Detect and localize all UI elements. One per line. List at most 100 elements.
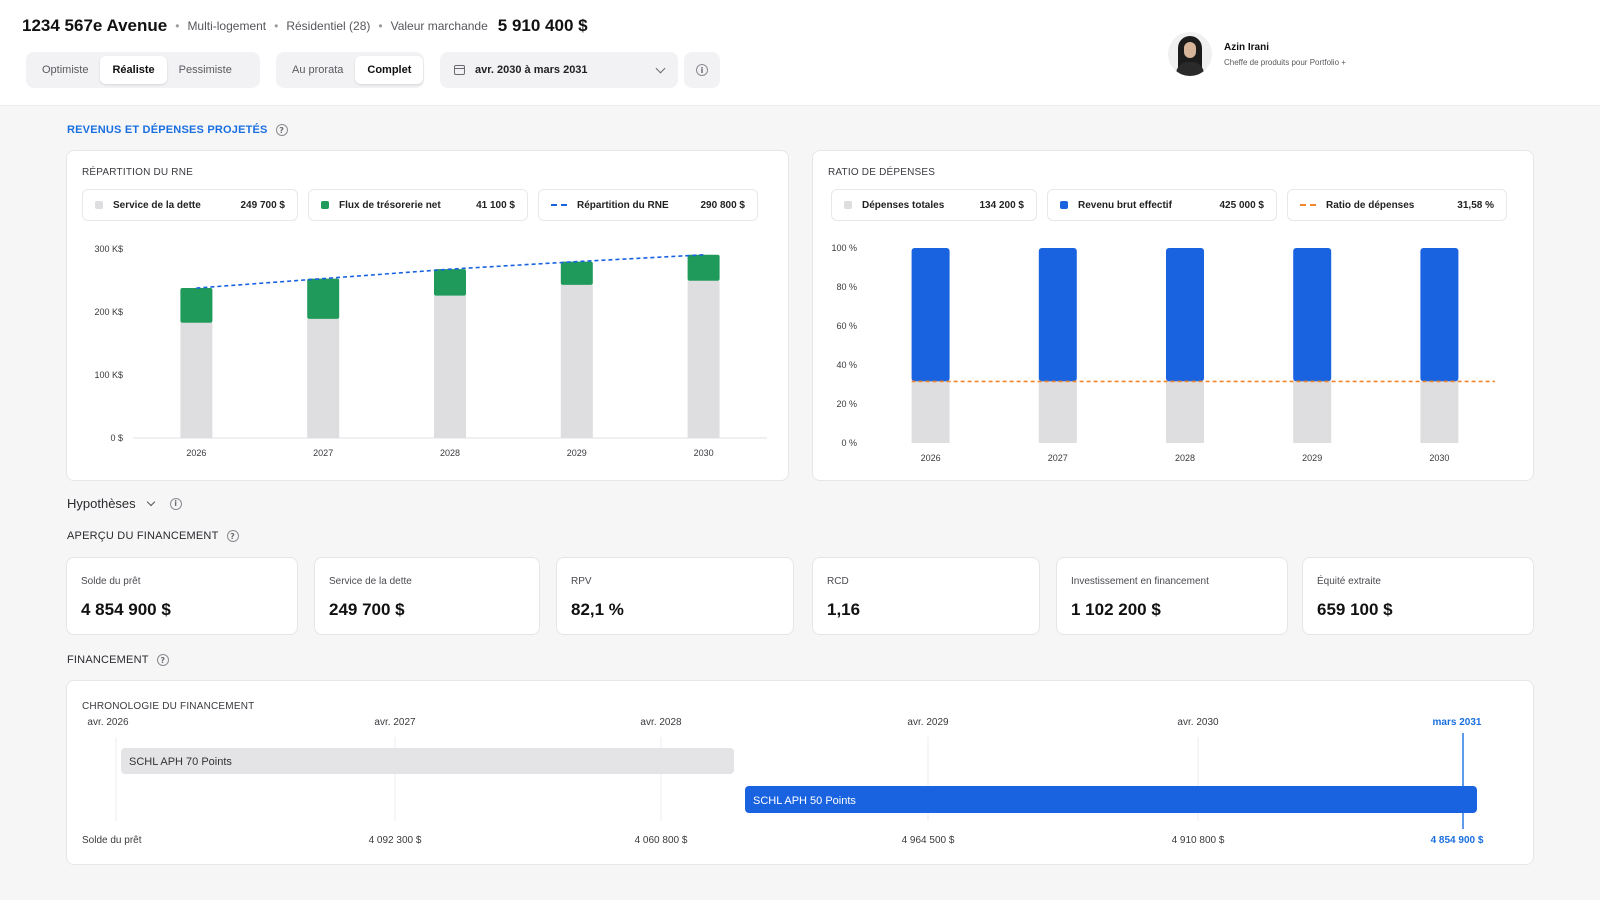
bar-revenu-brut — [1166, 248, 1204, 382]
market-value: 5 910 400 $ — [497, 16, 588, 35]
section-apercu: APERÇU DU FINANCEMENT ? — [67, 530, 239, 542]
timeline-date-label: avr. 2027 — [374, 717, 416, 728]
loan-balance-value: 4 910 800 $ — [1172, 835, 1225, 846]
y-tick-label: 60 % — [836, 321, 857, 331]
x-tick-label: 2029 — [567, 448, 587, 458]
timeline-title: CHRONOLOGIE DU FINANCEMENT — [82, 701, 255, 712]
legend-swatch — [1060, 201, 1068, 209]
info-icon[interactable]: ? — [156, 654, 169, 666]
separator-dot: • — [378, 19, 383, 33]
timeline-date-label: avr. 2026 — [87, 717, 129, 728]
property-type: Multi-logement — [187, 19, 267, 33]
timeline-date-label: avr. 2030 — [1177, 717, 1219, 728]
expense-ratio-chart-svg: 0 % 20 % 40 % 60 % 80 % 100 % 2026 2027 2028 2029… — [831, 243, 1495, 463]
loan-balance-value: 4 092 300 $ — [369, 835, 422, 846]
kpi-value: 249 700 $ — [329, 600, 405, 619]
legend-ratio-depenses[interactable]: Ratio de dépenses 31,58 % — [1287, 189, 1507, 221]
hypotheses-label: Hypothèses — [67, 496, 136, 511]
section-revenus-title: REVENUS ET DÉPENSES PROJETÉS — [67, 124, 268, 136]
legend-dash — [551, 204, 567, 206]
kpi-rpv: RPV 82,1 % — [556, 557, 794, 635]
user-profile[interactable]: Azin Irani Cheffe de produits pour Portf… — [1168, 32, 1346, 76]
legend-flux-tresorerie[interactable]: Flux de trésorerie net 41 100 $ — [308, 189, 528, 221]
info-button[interactable]: i — [684, 52, 720, 88]
date-range-value: avr. 2030 à mars 2031 — [475, 64, 588, 76]
bar-depenses-totales — [1166, 381, 1204, 443]
section-apercu-title: APERÇU DU FINANCEMENT — [67, 530, 219, 542]
tab-au-prorata[interactable]: Au prorata — [292, 64, 344, 76]
x-tick-label: 2030 — [1429, 453, 1449, 463]
bar-service-dette — [180, 322, 213, 438]
financing-timeline-svg: avr. 2026 avr. 2027 avr. 2028 avr. 2029 avr.… — [82, 717, 1484, 846]
tab-realiste[interactable]: Réaliste — [100, 56, 167, 84]
top-bar: 1234 567e Avenue • Multi-logement • Rési… — [0, 0, 1600, 106]
property-header: 1234 567e Avenue • Multi-logement • Rési… — [22, 16, 588, 36]
y-tick-label: 200 K$ — [94, 307, 123, 317]
legend-dash — [1300, 204, 1316, 206]
y-tick-label: 40 % — [836, 360, 857, 370]
x-tick-label: 2029 — [1302, 453, 1322, 463]
x-tick-label: 2028 — [1175, 453, 1195, 463]
loan-balance-label: Solde du prêt — [82, 835, 142, 846]
date-range-picker[interactable]: avr. 2030 à mars 2031 — [440, 52, 678, 88]
kpi-value: 1,16 — [827, 600, 861, 619]
kpi-solde-pret: Solde du prêt 4 854 900 $ — [66, 557, 298, 635]
bar-flux-tresorerie — [434, 269, 466, 296]
legend-value: 249 700 $ — [240, 199, 286, 211]
bar-revenu-brut — [1038, 248, 1077, 382]
y-tick-label: 0 $ — [110, 433, 123, 443]
legend-repartition-rne[interactable]: Répartition du RNE 290 800 $ — [538, 189, 758, 221]
bar-service-dette — [560, 284, 593, 438]
kpi-label: Service de la dette — [329, 576, 412, 587]
kpi-value: 4 854 900 $ — [81, 600, 171, 619]
property-title: 1234 567e Avenue — [22, 16, 168, 35]
y-tick-label: 0 % — [841, 438, 857, 448]
rne-chart-svg: 0 $ 100 K$ 200 K$ 300 K$ 2026 2027 2028 2029 203… — [94, 244, 767, 458]
legend-label: Dépenses totales — [862, 199, 945, 211]
line-repartition-rne — [196, 253, 704, 289]
separator-dot: • — [274, 19, 279, 33]
tab-optimiste[interactable]: Optimiste — [42, 64, 89, 76]
section-financement: FINANCEMENT ? — [67, 654, 169, 666]
kpi-value: 659 100 $ — [1317, 600, 1393, 619]
bar-depenses-totales — [911, 381, 950, 443]
financing-bar-label: SCHL APH 70 Points — [129, 756, 232, 768]
section-financement-title: FINANCEMENT — [67, 654, 149, 666]
kpi-investissement: Investissement en financement 1 102 200 … — [1056, 557, 1288, 635]
legend-revenu-brut[interactable]: Revenu brut effectif 425 000 $ — [1047, 189, 1277, 221]
financing-bar-schl-50 — [745, 786, 1477, 813]
info-icon[interactable]: ? — [226, 530, 239, 542]
timeline-date-label: avr. 2029 — [907, 717, 949, 728]
hypotheses-toggle[interactable]: Hypothèses i — [67, 496, 182, 511]
user-name: Azin Irani — [1224, 41, 1270, 53]
x-tick-label: 2027 — [1048, 453, 1068, 463]
legend-service-dette[interactable]: Service de la dette 249 700 $ — [82, 189, 298, 221]
kpi-label: Équité extraite — [1317, 576, 1381, 587]
legend-label: Ratio de dépenses — [1326, 199, 1415, 211]
user-role: Cheffe de produits pour Portfolio + — [1224, 57, 1346, 67]
bar-service-dette — [307, 318, 340, 438]
bar-flux-tresorerie — [180, 288, 213, 323]
bar-flux-tresorerie — [560, 261, 593, 285]
y-tick-label: 80 % — [836, 282, 857, 292]
x-tick-label: 2026 — [186, 448, 206, 458]
kpi-equite-extraite: Équité extraite 659 100 $ — [1302, 557, 1534, 635]
legend-depenses-totales[interactable]: Dépenses totales 134 200 $ — [831, 189, 1037, 221]
info-icon[interactable]: ? — [275, 124, 288, 136]
legend-value: 31,58 % — [1457, 199, 1494, 211]
info-icon[interactable]: i — [169, 497, 182, 510]
kpi-label: RCD — [827, 576, 849, 587]
bar-revenu-brut — [1420, 248, 1459, 382]
legend-value: 425 000 $ — [1219, 199, 1265, 211]
chevron-down-icon — [655, 63, 666, 73]
bar-flux-tresorerie — [307, 278, 340, 319]
market-value-label: Valeur marchande — [390, 19, 488, 33]
financing-bar-schl-70 — [121, 748, 734, 774]
kpi-value: 1 102 200 $ — [1071, 600, 1161, 619]
tab-pessimiste[interactable]: Pessimiste — [178, 64, 232, 76]
x-tick-label: 2030 — [694, 448, 714, 458]
y-tick-label: 20 % — [836, 399, 857, 409]
tab-complet[interactable]: Complet — [355, 56, 424, 84]
rne-chart-card: RÉPARTITION DU RNE Service de la dette 2… — [66, 150, 789, 481]
chevron-down-icon — [146, 497, 155, 506]
